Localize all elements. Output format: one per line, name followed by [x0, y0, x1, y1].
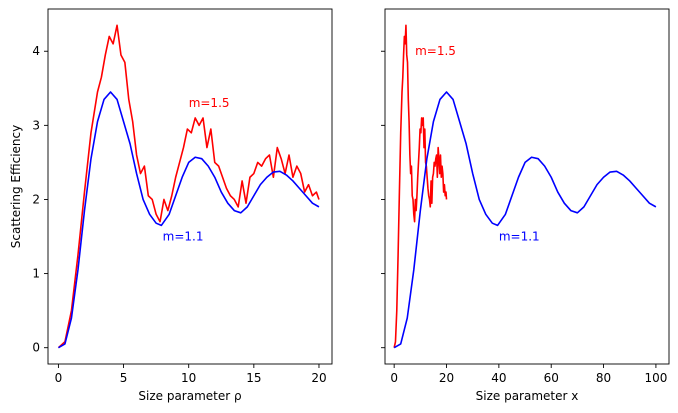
- series-line-blue: [393, 91, 657, 349]
- x-axis-label: Size parameter ρ: [138, 389, 241, 403]
- y-tick-label: 3: [32, 118, 40, 132]
- series-line-red: [393, 24, 448, 348]
- annotation-m-1-5: m=1.5: [415, 44, 456, 58]
- x-tick-label: 10: [181, 371, 196, 385]
- series-line-red: [57, 24, 320, 349]
- x-tick-label: 100: [644, 371, 667, 385]
- x-tick-label: 15: [246, 371, 261, 385]
- left-panel: 0 5 10 15 20 0 1 2 3 4 Size parameter ρ Scattering …: [9, 8, 333, 403]
- x-tick-label: 80: [596, 371, 611, 385]
- plot-frame: [47, 8, 333, 365]
- x-tick-label: 0: [55, 371, 63, 385]
- x-axis-label: Size parameter x: [476, 389, 579, 403]
- y-tick-label: 4: [32, 44, 40, 58]
- annotation-m-1-1: m=1.1: [499, 230, 540, 244]
- y-tick-label: 2: [32, 192, 40, 206]
- y-tick-label: 0: [32, 341, 40, 355]
- x-tick-label: 40: [491, 371, 506, 385]
- annotation-m-1-1: m=1.1: [163, 230, 204, 244]
- series-line-blue: [58, 91, 320, 349]
- x-tick-label: 0: [390, 371, 398, 385]
- x-tick-label: 60: [544, 371, 559, 385]
- y-tick-label: 1: [32, 267, 40, 281]
- x-tick-label: 20: [311, 371, 326, 385]
- right-panel: 0 20 40 60 80 100 Size parameter x m=1.5 m=1.1: [381, 8, 670, 403]
- x-tick-label: 5: [120, 371, 128, 385]
- plot-frame: [384, 8, 670, 365]
- x-tick-label: 20: [439, 371, 454, 385]
- annotation-m-1-5: m=1.5: [189, 96, 230, 110]
- y-axis-label: Scattering Efficiency: [9, 125, 23, 248]
